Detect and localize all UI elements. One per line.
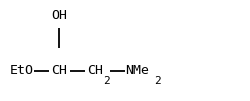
- Text: NMe: NMe: [124, 64, 148, 77]
- Text: 2: 2: [103, 76, 110, 86]
- Text: EtO: EtO: [10, 64, 34, 77]
- Text: CH: CH: [51, 64, 67, 77]
- Text: CH: CH: [86, 64, 102, 77]
- Text: 2: 2: [154, 76, 160, 86]
- Text: OH: OH: [51, 9, 67, 22]
